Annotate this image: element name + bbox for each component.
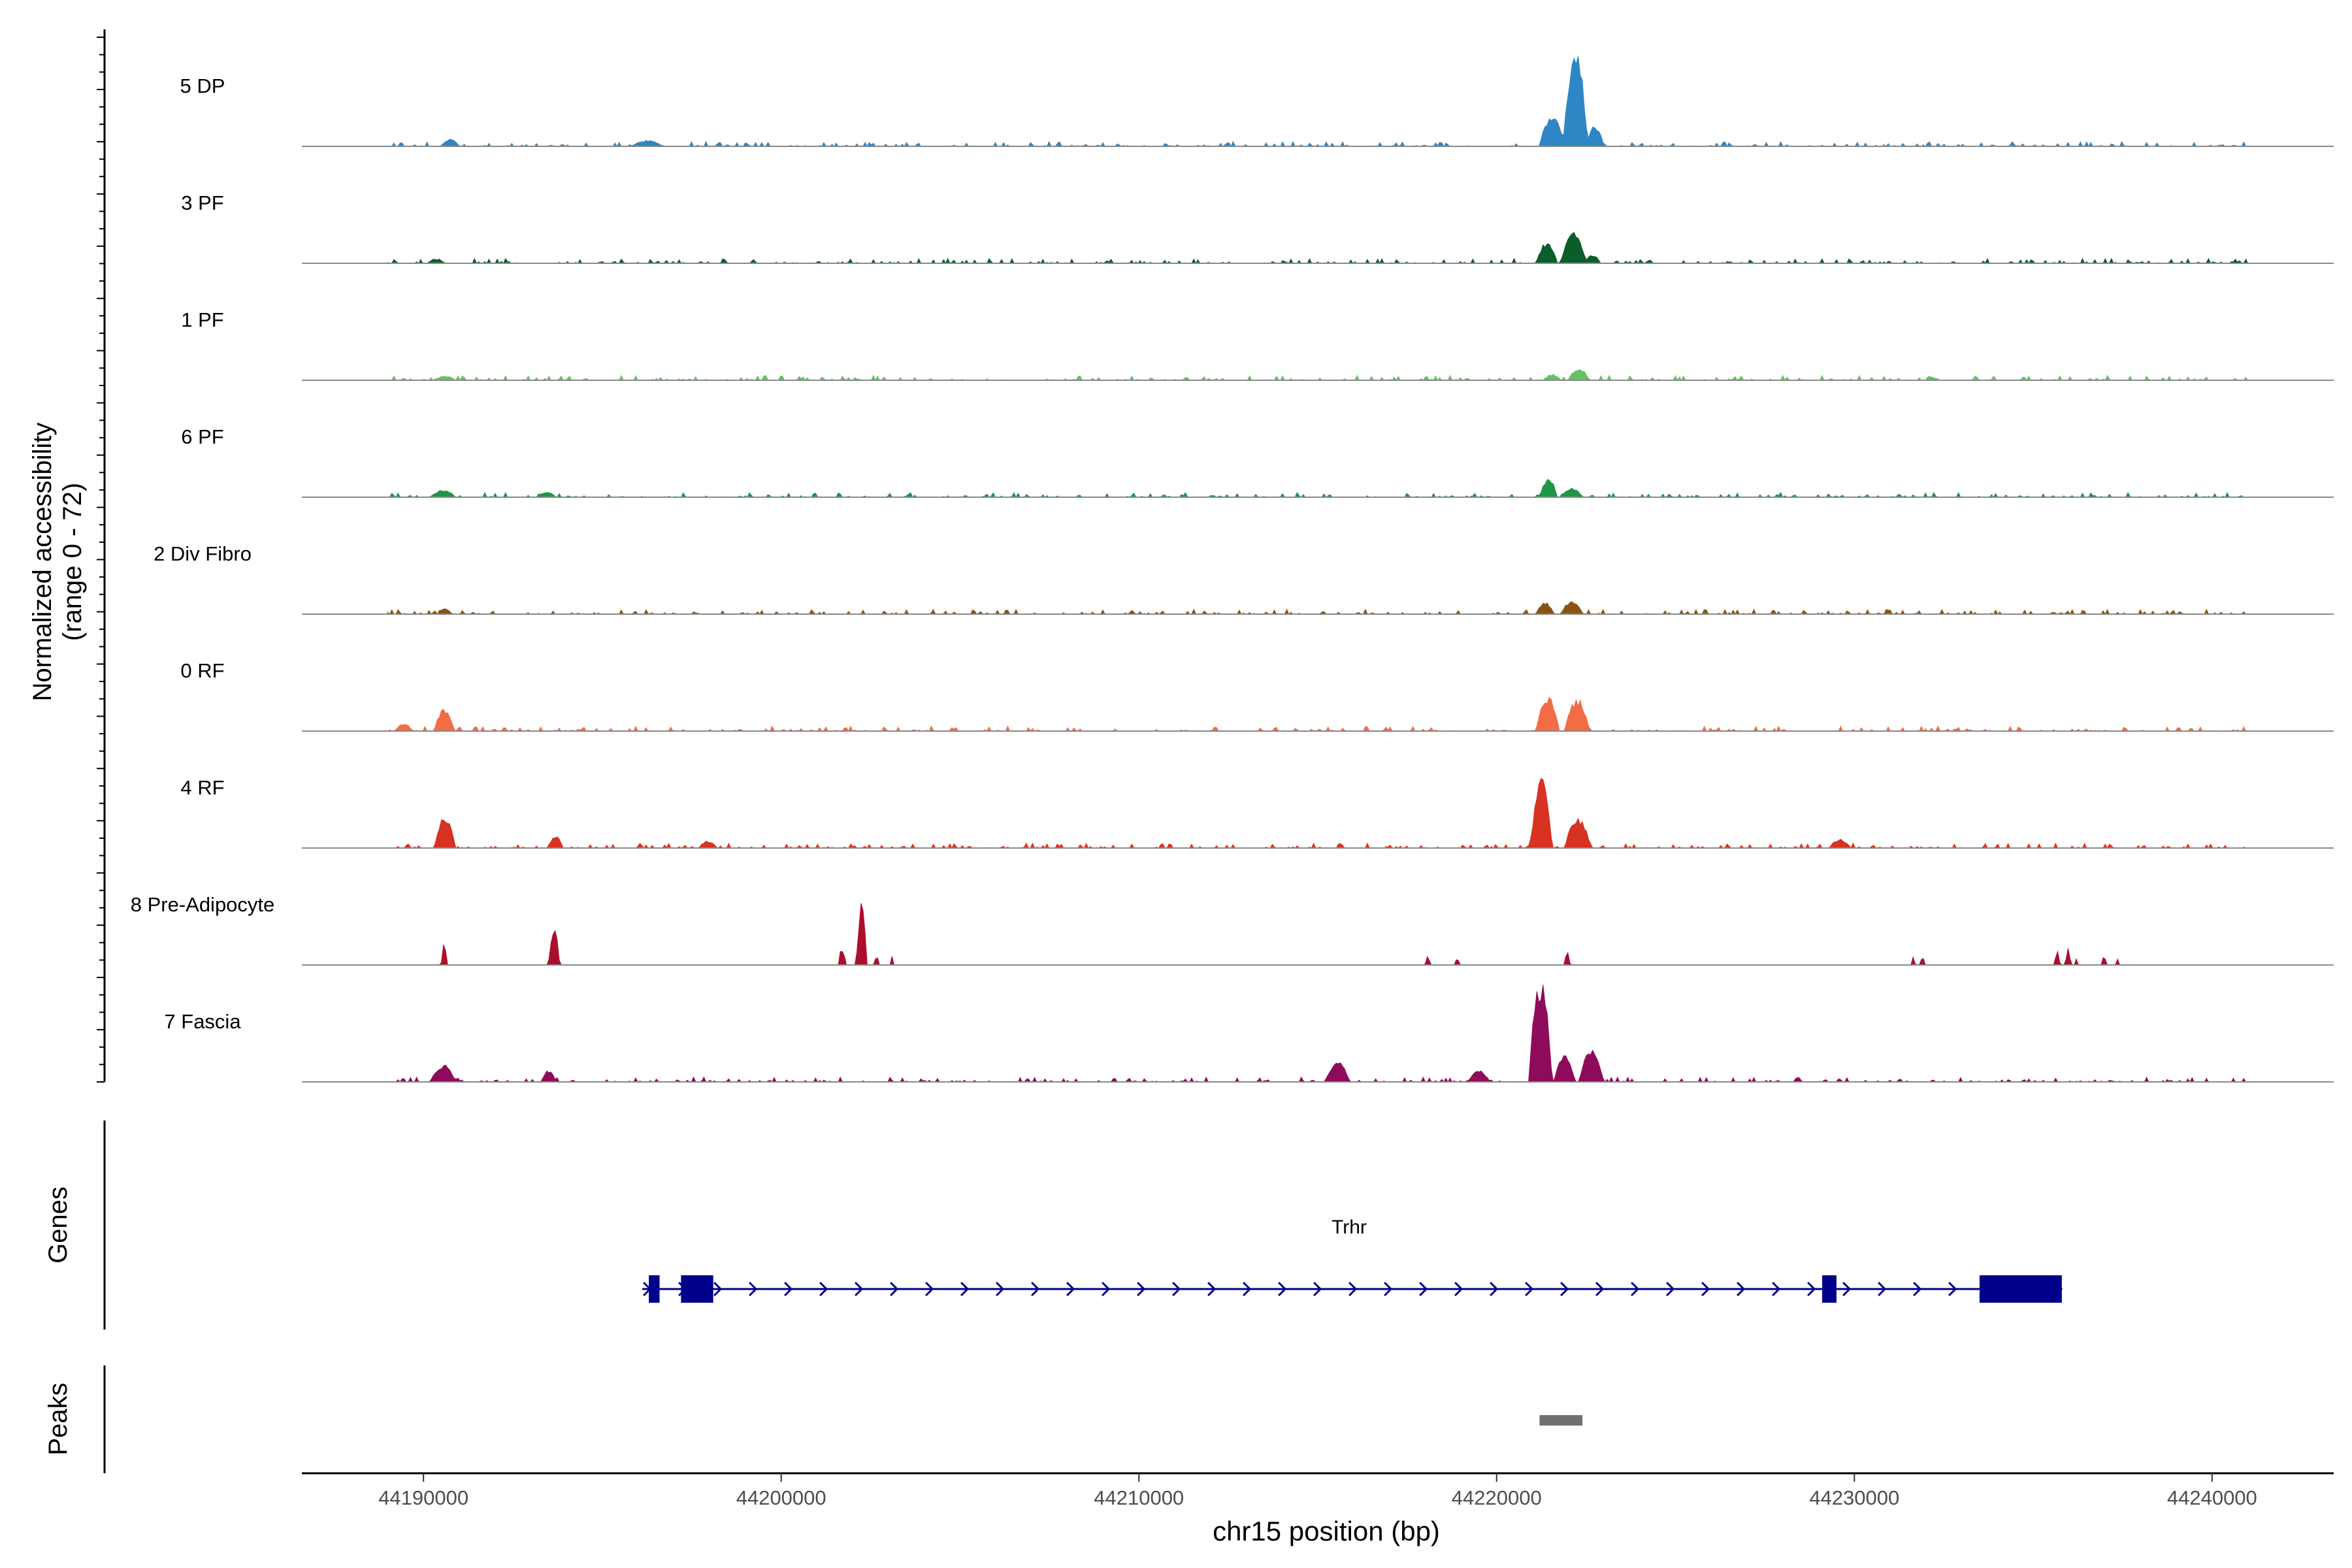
strand-arrow: [1172, 1281, 1181, 1297]
strand-arrow: [1842, 1281, 1852, 1297]
track-label: 7 Fascia: [164, 1010, 241, 1033]
coverage-signal: [387, 903, 2248, 966]
track-label: 3 PF: [181, 191, 223, 214]
strand-arrow: [890, 1281, 899, 1297]
coverage-ylabel-line1: Normalized accessibility: [28, 423, 57, 702]
coverage-signal: [387, 232, 2249, 265]
gene-exon: [681, 1275, 713, 1303]
coverage-signal: [387, 479, 2248, 498]
track-label: 1 PF: [181, 308, 223, 331]
strand-arrow: [1772, 1281, 1781, 1297]
x-tick-label: 44210000: [1094, 1486, 1184, 1509]
strand-arrow: [1595, 1281, 1605, 1297]
coverage-panel: 5 DP 3 PF 1 PF 6 PF 2 Div Fibro 0 RF 4 RF 8 Pre…: [97, 29, 2334, 1083]
strand-arrow: [1948, 1281, 1957, 1297]
strand-arrow: [1878, 1281, 1887, 1297]
x-tick-label: 44240000: [2167, 1486, 2257, 1509]
coverage-track: 0 RF: [180, 659, 2334, 732]
strand-arrow: [749, 1281, 758, 1297]
gene-exon: [1979, 1275, 2062, 1303]
strand-arrow: [1701, 1281, 1710, 1297]
strand-arrow: [1384, 1281, 1393, 1297]
strand-arrow: [1243, 1281, 1252, 1297]
strand-arrow: [925, 1281, 934, 1297]
strand-arrow: [1313, 1281, 1322, 1297]
strand-arrow: [1490, 1281, 1499, 1297]
peak-regions: [1539, 1415, 1583, 1426]
genes-track-label: Genes: [44, 1186, 73, 1264]
x-tick-label: 44190000: [378, 1486, 468, 1509]
gene-name-label: Trhr: [1331, 1217, 1367, 1238]
strand-arrow: [1525, 1281, 1534, 1297]
strand-arrow: [1278, 1281, 1287, 1297]
strand-arrow: [1737, 1281, 1746, 1297]
strand-arrow: [1666, 1281, 1675, 1297]
x-tick-label: 44200000: [736, 1486, 826, 1509]
strand-arrow: [1807, 1281, 1816, 1297]
coverage-signal: [387, 777, 2248, 849]
coverage-signal: [387, 601, 2249, 615]
strand-arrow: [1137, 1281, 1146, 1297]
track-label: 5 DP: [180, 74, 225, 97]
gene-exon: [1822, 1275, 1837, 1303]
peaks-track-label: Peaks: [44, 1382, 73, 1455]
track-label: 0 RF: [180, 659, 224, 682]
strand-arrow: [1031, 1281, 1040, 1297]
track-label: 8 Pre-Adipocyte: [131, 893, 275, 916]
strand-arrow: [960, 1281, 970, 1297]
strand-arrow: [1419, 1281, 1428, 1297]
strand-arrow: [1454, 1281, 1463, 1297]
strand-arrow: [1207, 1281, 1217, 1297]
strand-arrow: [1560, 1281, 1569, 1297]
coverage-track: 4 RF: [180, 776, 2334, 849]
strand-arrow: [819, 1281, 828, 1297]
strand-arrow: [855, 1281, 864, 1297]
x-axis: 44190000 44200000 44210000 44220000 44230000…: [302, 1472, 2334, 1509]
strand-arrow: [1102, 1281, 1111, 1297]
strand-arrow: [1913, 1281, 1922, 1297]
coverage-track: 6 PF: [181, 425, 2334, 498]
track-label: 6 PF: [181, 425, 223, 448]
gene-model: [642, 1275, 2063, 1303]
x-tick-label: 44220000: [1452, 1486, 1542, 1509]
coverage-ylabel-line2: (range 0 - 72): [58, 483, 87, 641]
strand-arrow: [1348, 1281, 1358, 1297]
coverage-track: 1 PF: [181, 308, 2334, 382]
strand-arrow: [784, 1281, 793, 1297]
coverage-track: 5 DP: [180, 56, 2334, 148]
coverage-signal: [387, 985, 2248, 1083]
coverage-signal: [387, 56, 2248, 148]
strand-arrow: [996, 1281, 1005, 1297]
x-tick-label: 44230000: [1809, 1486, 1899, 1509]
peak-region: [1539, 1415, 1583, 1426]
strand-arrow: [1631, 1281, 1640, 1297]
track-label: 4 RF: [180, 776, 224, 799]
coverage-track: 2 Div Fibro: [154, 542, 2334, 615]
x-axis-title: chr15 position (bp): [1213, 1516, 1440, 1546]
coverage-track: 8 Pre-Adipocyte: [131, 893, 2334, 966]
track-label: 2 Div Fibro: [154, 542, 252, 565]
strand-arrow: [1066, 1281, 1075, 1297]
coverage-signal: [387, 369, 2249, 382]
strand-arrow: [713, 1281, 723, 1297]
coverage-track: 7 Fascia: [164, 985, 2334, 1083]
coverage-track: 3 PF: [181, 191, 2334, 265]
coverage-signal: [386, 696, 2248, 732]
gene-exon: [649, 1275, 660, 1303]
